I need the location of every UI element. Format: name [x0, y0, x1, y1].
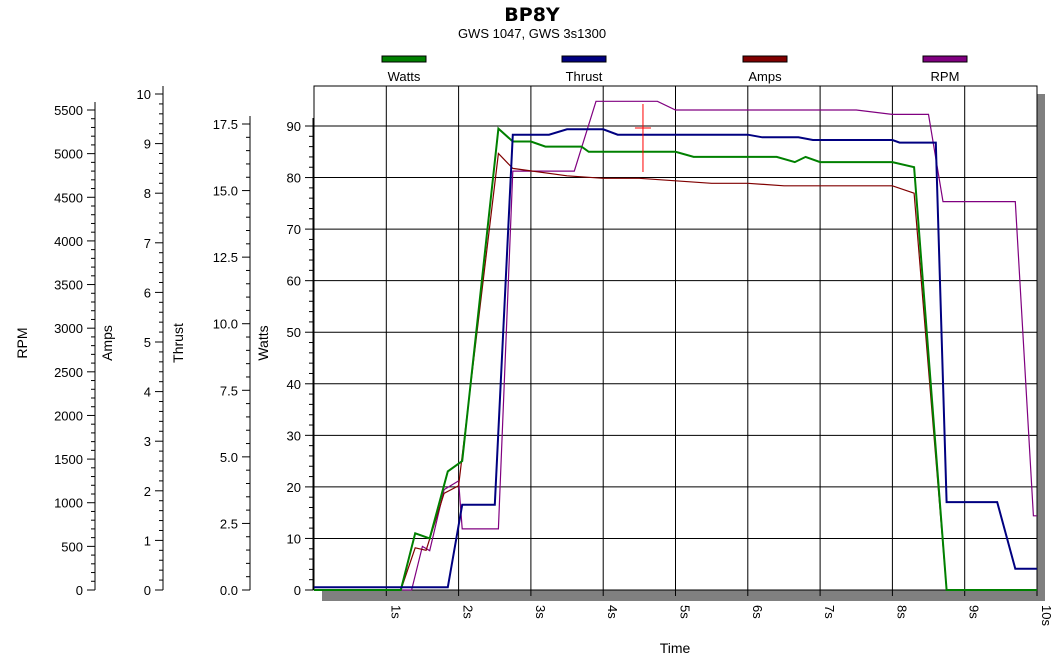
- watts-tick-label: 60: [287, 274, 301, 289]
- rpm-tick-label: 1500: [54, 452, 83, 467]
- amps-tick-label: 3: [144, 434, 151, 449]
- x-tick-label: 6s: [750, 605, 765, 619]
- x-tick-label: 3s: [533, 605, 548, 619]
- legend-swatch: [381, 55, 427, 63]
- grid: [314, 86, 1037, 590]
- x-axis: 1s 2s 3s 4s 5s 6s 7s 8s 9s 10s: [385, 590, 1054, 626]
- x-tick-label: 5s: [678, 605, 693, 619]
- thrust-tick-label: 12.5: [213, 250, 238, 265]
- watts-tick-label: 50: [287, 325, 301, 340]
- watts-tick-label: 30: [287, 428, 301, 443]
- chart-subtitle: GWS 1047, GWS 3s1300: [458, 26, 606, 41]
- legend-swatch: [742, 55, 788, 63]
- amps-tick-label: 5: [144, 335, 151, 350]
- thrust-axis-label: Thrust: [170, 323, 186, 363]
- rpm-tick-label: 2500: [54, 365, 83, 380]
- rpm-tick-label: 4000: [54, 234, 83, 249]
- watts-tick-label: 80: [287, 171, 301, 186]
- amps-axis-label: Amps: [99, 325, 115, 361]
- legend-label: Amps: [748, 69, 782, 84]
- rpm-axis-label: RPM: [14, 327, 30, 358]
- rpm-series-line: [314, 100, 1037, 591]
- thrust-tick-label: 17.5: [213, 117, 238, 132]
- watts-tick-label: 0: [294, 583, 301, 598]
- x-axis-label: Time: [660, 640, 691, 656]
- cursor-marker: [634, 104, 651, 172]
- series-lines: [314, 100, 1037, 591]
- x-tick-label: 4s: [605, 605, 620, 619]
- amps-tick-label: 9: [144, 137, 151, 152]
- watts-tick-label: 90: [287, 119, 301, 134]
- legend-swatch: [561, 55, 607, 63]
- thrust-tick-label: 10.0: [213, 317, 238, 332]
- x-tick-label: 1s: [388, 605, 403, 619]
- thrust-series-line: [314, 128, 1037, 589]
- rpm-tick-label: 0: [76, 583, 83, 598]
- amps-tick-label: 0: [144, 583, 151, 598]
- x-tick-label: 2s: [461, 605, 476, 619]
- y-axes: 0102030405060708090Watts0.02.55.07.510.0…: [14, 86, 314, 598]
- amps-tick-label: 2: [144, 484, 151, 499]
- x-tick-label: 8s: [894, 605, 909, 619]
- thrust-tick-label: 2.5: [220, 516, 238, 531]
- watts-axis-label: Watts: [255, 325, 271, 360]
- x-tick-label: 10s: [1039, 605, 1054, 626]
- legend: Watts Thrust Amps RPM: [381, 55, 968, 84]
- amps-tick-label: 8: [144, 186, 151, 201]
- rpm-tick-label: 1000: [54, 496, 83, 511]
- amps-tick-label: 10: [137, 87, 151, 102]
- chart-title: BP8Y: [504, 4, 560, 26]
- legend-label: RPM: [931, 69, 960, 84]
- rpm-tick-label: 5500: [54, 103, 83, 118]
- thrust-tick-label: 7.5: [220, 383, 238, 398]
- amps-tick-label: 1: [144, 533, 151, 548]
- thrust-tick-label: 0.0: [220, 583, 238, 598]
- watts-series-line: [314, 126, 1037, 591]
- rpm-tick-label: 3000: [54, 321, 83, 336]
- legend-swatch: [922, 55, 968, 63]
- watts-tick-label: 20: [287, 480, 301, 495]
- legend-label: Thrust: [566, 69, 603, 84]
- rpm-tick-label: 500: [61, 539, 83, 554]
- watts-tick-label: 10: [287, 531, 301, 546]
- rpm-tick-label: 2000: [54, 408, 83, 423]
- amps-tick-label: 7: [144, 236, 151, 251]
- amps-tick-label: 6: [144, 285, 151, 300]
- x-tick-label: 7s: [822, 605, 837, 619]
- rpm-tick-label: 5000: [54, 147, 83, 162]
- thrust-tick-label: 15.0: [213, 184, 238, 199]
- watts-tick-label: 70: [287, 222, 301, 237]
- rpm-tick-label: 3500: [54, 278, 83, 293]
- legend-label: Watts: [388, 69, 421, 84]
- amps-tick-label: 4: [144, 385, 151, 400]
- x-tick-label: 9s: [967, 605, 982, 619]
- watts-tick-label: 40: [287, 377, 301, 392]
- rpm-tick-label: 4500: [54, 190, 83, 205]
- thrust-tick-label: 5.0: [220, 450, 238, 465]
